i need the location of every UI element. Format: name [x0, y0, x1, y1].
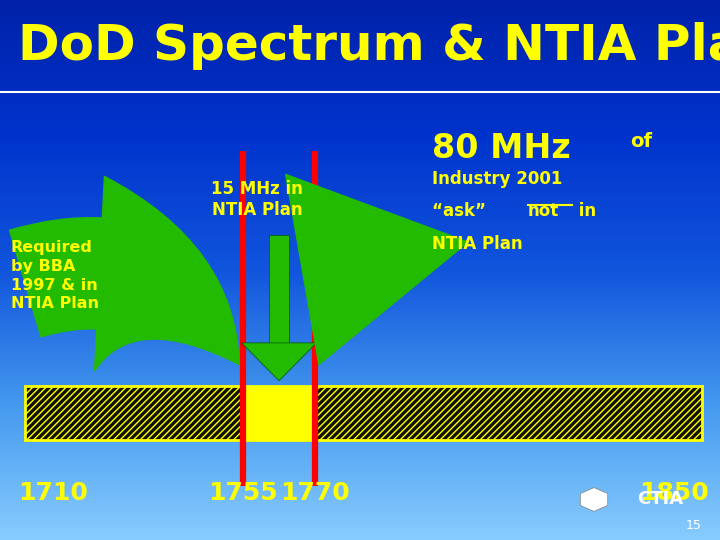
Bar [243, 386, 315, 440]
Bar [25, 386, 702, 440]
Text: CTIA: CTIA [637, 490, 683, 509]
Bar [0, 0, 720, 92]
Text: 1850: 1850 [639, 481, 709, 504]
Bar [25, 386, 702, 440]
Text: 15: 15 [686, 519, 702, 532]
Text: 15 MHz in
NTIA Plan: 15 MHz in NTIA Plan [212, 180, 303, 219]
Text: of: of [630, 132, 652, 151]
Bar [269, 235, 289, 343]
Text: Industry 2001: Industry 2001 [432, 170, 562, 188]
Text: 1710: 1710 [18, 481, 88, 504]
Text: 80 MHz: 80 MHz [432, 132, 571, 165]
Text: DoD Spectrum & NTIA Plan: DoD Spectrum & NTIA Plan [18, 22, 720, 70]
Text: 1755: 1755 [208, 481, 277, 504]
Text: not: not [528, 202, 559, 220]
Polygon shape [242, 343, 317, 381]
Text: NTIA Plan: NTIA Plan [432, 235, 523, 253]
Text: “ask”: “ask” [432, 202, 492, 220]
Text: 1770: 1770 [280, 481, 350, 504]
Text: Required
by BBA
1997 & in
NTIA Plan: Required by BBA 1997 & in NTIA Plan [11, 240, 99, 311]
Polygon shape [580, 488, 608, 511]
Text: in: in [573, 202, 596, 220]
